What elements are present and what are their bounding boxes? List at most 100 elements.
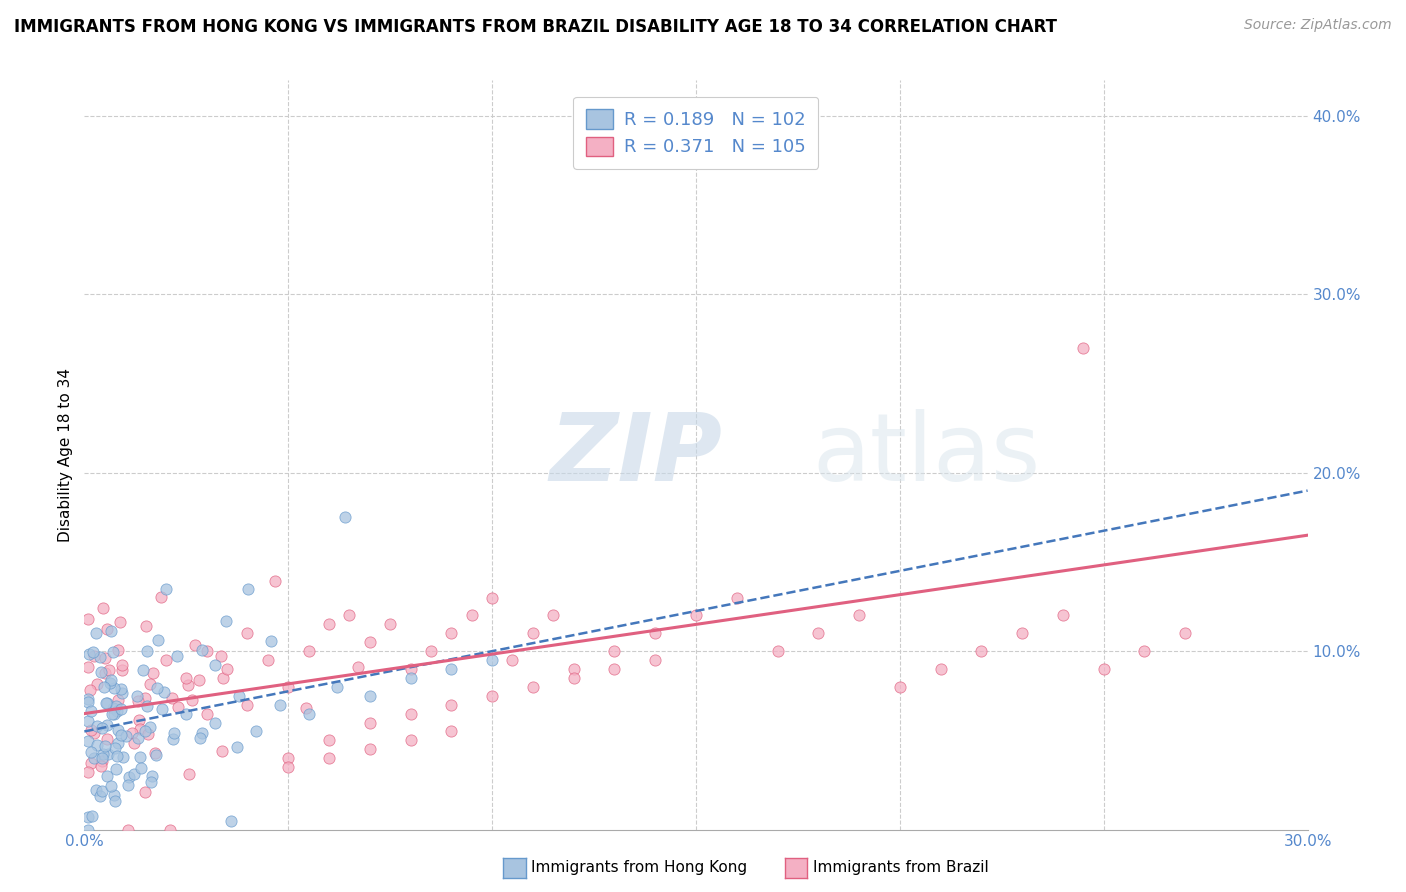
Point [96,696,118,710]
Point [111,663,134,677]
Point [153,685,176,699]
Point [180,692,202,706]
Point [889,680,911,694]
Point [209,649,232,664]
Point [94,651,117,665]
Point [174,706,197,721]
Point [80,756,103,770]
Point [138,677,160,691]
Point [77,714,100,728]
Point [103,788,125,802]
Point [399,662,422,676]
Point [83,726,105,740]
Point [277,751,299,765]
Point [644,653,666,667]
Point [91,747,114,761]
Point [440,626,463,640]
Point [90,758,112,772]
Point [481,653,503,667]
Point [97,664,120,678]
Y-axis label: Disability Age 18 to 34: Disability Age 18 to 34 [58,368,73,542]
Point [603,662,626,676]
Point [228,689,250,703]
Point [110,682,132,697]
Point [139,775,162,789]
Point [104,741,127,756]
Point [100,624,122,638]
Point [335,510,357,524]
Point [125,690,148,704]
Point [103,645,125,659]
Point [96,718,118,732]
Point [339,608,361,623]
Point [603,644,626,658]
Point [380,617,402,632]
Point [97,747,120,761]
Point [150,701,173,715]
Point [440,724,463,739]
Point [543,608,565,623]
Point [77,692,100,706]
Point [77,612,100,626]
Point [190,642,212,657]
Point [1011,626,1033,640]
Point [127,731,149,745]
Point [122,736,145,750]
Point [96,622,118,636]
Point [195,706,218,721]
Text: IMMIGRANTS FROM HONG KONG VS IMMIGRANTS FROM BRAZIL DISABILITY AGE 18 TO 34 CORR: IMMIGRANTS FROM HONG KONG VS IMMIGRANTS … [14,18,1057,36]
Point [318,617,340,632]
Point [100,780,122,794]
Point [107,693,129,707]
Point [80,723,103,738]
Point [399,671,422,685]
Point [101,701,124,715]
Point [155,582,177,596]
Point [139,720,162,734]
Point [89,789,111,804]
Point [86,738,108,752]
Point [188,731,211,745]
Point [1052,608,1074,623]
Point [481,591,503,605]
Point [105,698,128,713]
Point [204,715,226,730]
Point [318,751,340,765]
Legend: R = 0.189   N = 102, R = 0.371   N = 105: R = 0.189 N = 102, R = 0.371 N = 105 [574,97,818,169]
Point [103,681,125,695]
Point [118,771,141,785]
Point [155,653,177,667]
Point [162,731,184,746]
Point [191,725,214,739]
Point [562,671,585,685]
Point [110,615,132,629]
Point [104,794,127,808]
Point [84,783,107,797]
Point [96,769,118,783]
Point [141,769,163,783]
Point [110,702,132,716]
Text: ZIP: ZIP [550,409,723,501]
Text: Source: ZipAtlas.com: Source: ZipAtlas.com [1244,18,1392,32]
Point [644,626,666,640]
Point [105,749,128,764]
Point [159,822,181,837]
Point [91,601,114,615]
Point [399,733,422,747]
Point [562,662,585,676]
Point [135,619,157,633]
Point [326,680,349,694]
Point [89,649,111,664]
Point [502,653,524,667]
Point [104,762,127,776]
Point [77,822,100,837]
Point [129,761,152,775]
Point [142,666,165,681]
Point [177,678,200,692]
Point [257,653,280,667]
Point [725,591,748,605]
Point [215,614,238,628]
Point [359,742,381,756]
Point [134,723,156,738]
Point [80,745,103,759]
